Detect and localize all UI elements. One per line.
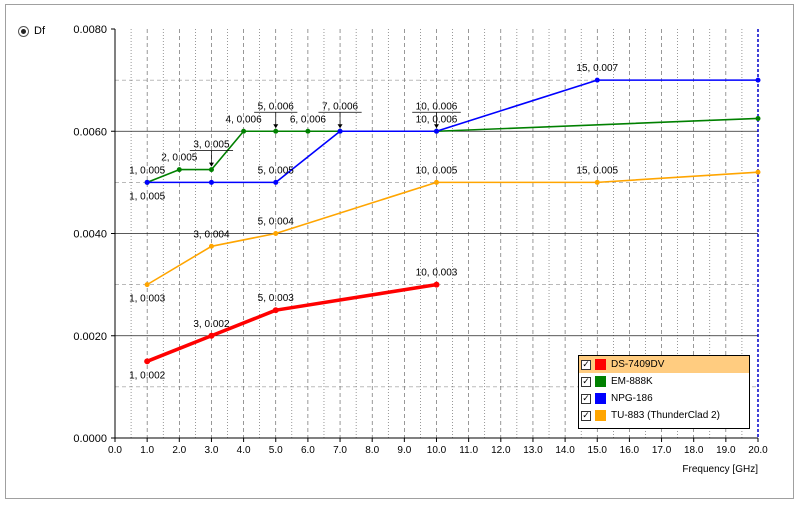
data-label: 3, 0.002 xyxy=(193,319,230,330)
data-label: 10, 0.006 xyxy=(416,101,458,112)
label-arrow-icon xyxy=(337,124,343,129)
legend-swatch xyxy=(595,410,606,421)
data-point xyxy=(208,243,214,249)
data-label: 5, 0.006 xyxy=(258,101,295,112)
data-label: 4, 0.006 xyxy=(226,114,263,125)
x-tick-label: 1.0 xyxy=(140,445,154,456)
y-tick-label: 0.0080 xyxy=(73,24,107,36)
legend-swatch xyxy=(595,359,606,370)
data-label: 5, 0.005 xyxy=(258,165,295,176)
x-tick-label: 18.0 xyxy=(684,445,704,456)
x-tick-label: 12.0 xyxy=(491,445,511,456)
data-label: 1, 0.005 xyxy=(129,191,166,202)
data-point xyxy=(144,358,151,365)
data-point xyxy=(208,332,215,339)
x-tick-label: 13.0 xyxy=(523,445,543,456)
legend-label: TU-883 (ThunderClad 2) xyxy=(611,410,720,421)
data-point xyxy=(434,179,439,185)
x-tick-label: 7.0 xyxy=(333,445,347,456)
checkbox-icon[interactable]: ✓ xyxy=(581,376,591,387)
y-tick-label: 0.0020 xyxy=(73,331,107,343)
data-point xyxy=(434,128,439,134)
x-tick-label: 10.0 xyxy=(427,445,447,456)
series-line-ds-7409dv xyxy=(146,282,437,363)
data-point xyxy=(594,77,600,83)
legend-item-tu-883[interactable]: ✓ TU-883 (ThunderClad 2) xyxy=(579,407,749,424)
data-point xyxy=(144,282,150,288)
data-point xyxy=(208,179,214,185)
df-radio-button[interactable]: Df xyxy=(18,25,45,37)
y-tick-label: 0.0040 xyxy=(73,229,107,241)
data-point xyxy=(208,167,214,173)
series-line-tu-883-thunderclad-2- xyxy=(146,171,759,286)
data-point xyxy=(273,128,279,134)
label-arrow-icon xyxy=(208,162,214,167)
data-point xyxy=(755,169,761,175)
data-point xyxy=(594,179,600,185)
y-tick-label: 0.0060 xyxy=(73,126,107,138)
x-tick-label: 17.0 xyxy=(652,445,672,456)
x-tick-label: 14.0 xyxy=(555,445,575,456)
data-label: 1, 0.002 xyxy=(129,370,166,381)
data-label: 2, 0.005 xyxy=(161,153,198,164)
legend-swatch xyxy=(595,376,606,387)
x-tick-label: 15.0 xyxy=(588,445,608,456)
legend-item-ds-7409dv[interactable]: ✓ DS-7409DV xyxy=(579,356,749,373)
data-label: 1, 0.005 xyxy=(129,165,166,176)
legend: ✓ DS-7409DV ✓ EM-888K ✓ NPG-186 ✓ TU-883… xyxy=(578,355,750,429)
checkbox-icon[interactable]: ✓ xyxy=(581,393,591,404)
data-label: 10, 0.005 xyxy=(416,165,458,176)
checkbox-icon[interactable]: ✓ xyxy=(581,410,591,421)
legend-label: DS-7409DV xyxy=(611,359,665,370)
x-tick-label: 6.0 xyxy=(301,445,315,456)
label-arrow-icon xyxy=(273,124,279,129)
data-label: 5, 0.004 xyxy=(258,217,295,228)
legend-label: EM-888K xyxy=(611,376,653,387)
x-tick-label: 9.0 xyxy=(397,445,411,456)
x-tick-label: 2.0 xyxy=(172,445,186,456)
x-tick-label: 4.0 xyxy=(237,445,251,456)
data-point xyxy=(241,128,247,134)
data-point xyxy=(272,307,279,314)
data-label: 3, 0.005 xyxy=(193,140,230,151)
x-tick-label: 19.0 xyxy=(716,445,736,456)
legend-swatch xyxy=(595,393,606,404)
data-label: 15, 0.007 xyxy=(576,63,618,74)
x-tick-label: 5.0 xyxy=(269,445,283,456)
legend-label: NPG-186 xyxy=(611,393,653,404)
data-label: 1, 0.003 xyxy=(129,294,166,305)
data-label: 3, 0.004 xyxy=(193,229,230,240)
data-point xyxy=(337,128,343,134)
x-tick-label: 8.0 xyxy=(365,445,379,456)
x-tick-label: 11.0 xyxy=(459,445,478,456)
data-label: 6, 0.006 xyxy=(290,114,327,125)
data-label: 15, 0.005 xyxy=(576,165,618,176)
data-point xyxy=(755,115,761,121)
legend-item-npg-186[interactable]: ✓ NPG-186 xyxy=(579,390,749,407)
label-arrow-icon xyxy=(434,124,439,129)
y-tick-label: 0.0000 xyxy=(73,433,107,445)
checkbox-icon[interactable]: ✓ xyxy=(581,359,591,370)
legend-item-em-888k[interactable]: ✓ EM-888K xyxy=(579,373,749,390)
radio-icon[interactable] xyxy=(18,25,29,37)
data-point xyxy=(305,128,311,134)
x-tick-label: 16.0 xyxy=(620,445,640,456)
data-point xyxy=(176,167,182,173)
x-tick-label: 20.0 xyxy=(748,445,768,456)
data-point xyxy=(755,77,761,83)
x-tick-label: 3.0 xyxy=(204,445,218,456)
data-label: 5, 0.003 xyxy=(258,293,295,304)
data-label: 10, 0.006 xyxy=(416,114,458,125)
data-point xyxy=(144,179,150,185)
data-point xyxy=(273,179,279,185)
df-radio-label: Df xyxy=(34,25,45,37)
data-label: 7, 0.006 xyxy=(322,101,359,112)
x-tick-label: 0.0 xyxy=(108,445,122,456)
data-label: 10, 0.003 xyxy=(416,268,458,279)
data-point xyxy=(433,281,440,288)
data-point xyxy=(273,231,279,236)
x-axis-label: Frequency [GHz] xyxy=(682,464,758,475)
